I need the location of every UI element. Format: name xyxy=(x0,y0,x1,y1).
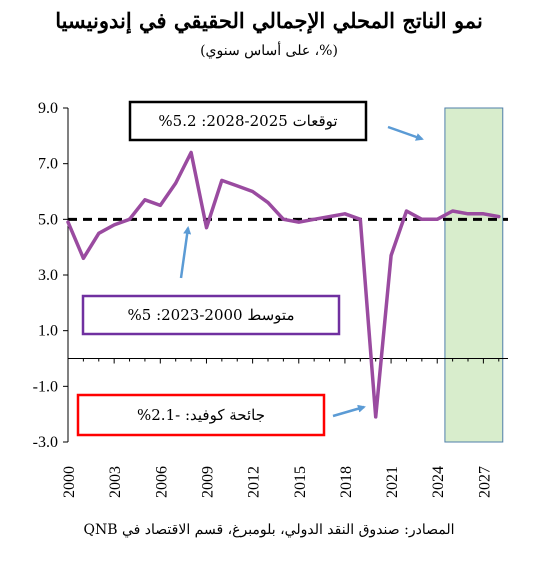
x-tick-label: 2009 xyxy=(199,466,216,498)
x-tick-label: 2012 xyxy=(246,466,263,498)
x-tick-label: 2003 xyxy=(107,466,124,498)
x-tick-label: 2021 xyxy=(384,466,401,498)
y-tick-label: 5.0 xyxy=(38,211,58,228)
x-tick-label: 2024 xyxy=(430,466,447,498)
x-tick-label: 2015 xyxy=(292,466,309,498)
average-annotation-label: متوسط 2000-2023: 5% xyxy=(128,306,295,324)
y-tick-label: -1.0 xyxy=(33,378,58,395)
chart-title: نمو الناتج المحلي الإجمالي الحقيقي في إن… xyxy=(55,8,483,33)
y-tick-label: 3.0 xyxy=(38,267,58,284)
average-annotation-box xyxy=(81,294,341,336)
forecast-arrow xyxy=(387,125,424,141)
x-tick-label: 2000 xyxy=(61,466,78,498)
chart-subtitle: (%، على أساس سنوي) xyxy=(200,43,338,59)
covid-annotation-box xyxy=(76,393,326,437)
forecast-annotation-label: توقعات 2025-2028: 5.2% xyxy=(158,112,337,130)
y-tick-label: 1.0 xyxy=(38,323,58,340)
forecast-region xyxy=(444,107,504,443)
chart-source: المصادر: صندوق النقد الدولي، بلومبرغ، قس… xyxy=(83,522,455,538)
covid-annotation-label: جائحة كوفيد: -2.1% xyxy=(137,406,265,424)
gdp-growth-series xyxy=(66,150,501,419)
x-tick-label: 2018 xyxy=(338,466,355,498)
forecast-annotation-box xyxy=(128,100,368,142)
x-tick-label: 2006 xyxy=(153,466,170,498)
covid-arrow xyxy=(332,404,366,418)
x-tick-label: 2027 xyxy=(476,466,493,498)
y-tick-label: -3.0 xyxy=(33,434,58,451)
y-tick-label: 9.0 xyxy=(38,100,58,117)
y-tick-label: 7.0 xyxy=(38,156,58,173)
average-arrow xyxy=(179,226,192,279)
